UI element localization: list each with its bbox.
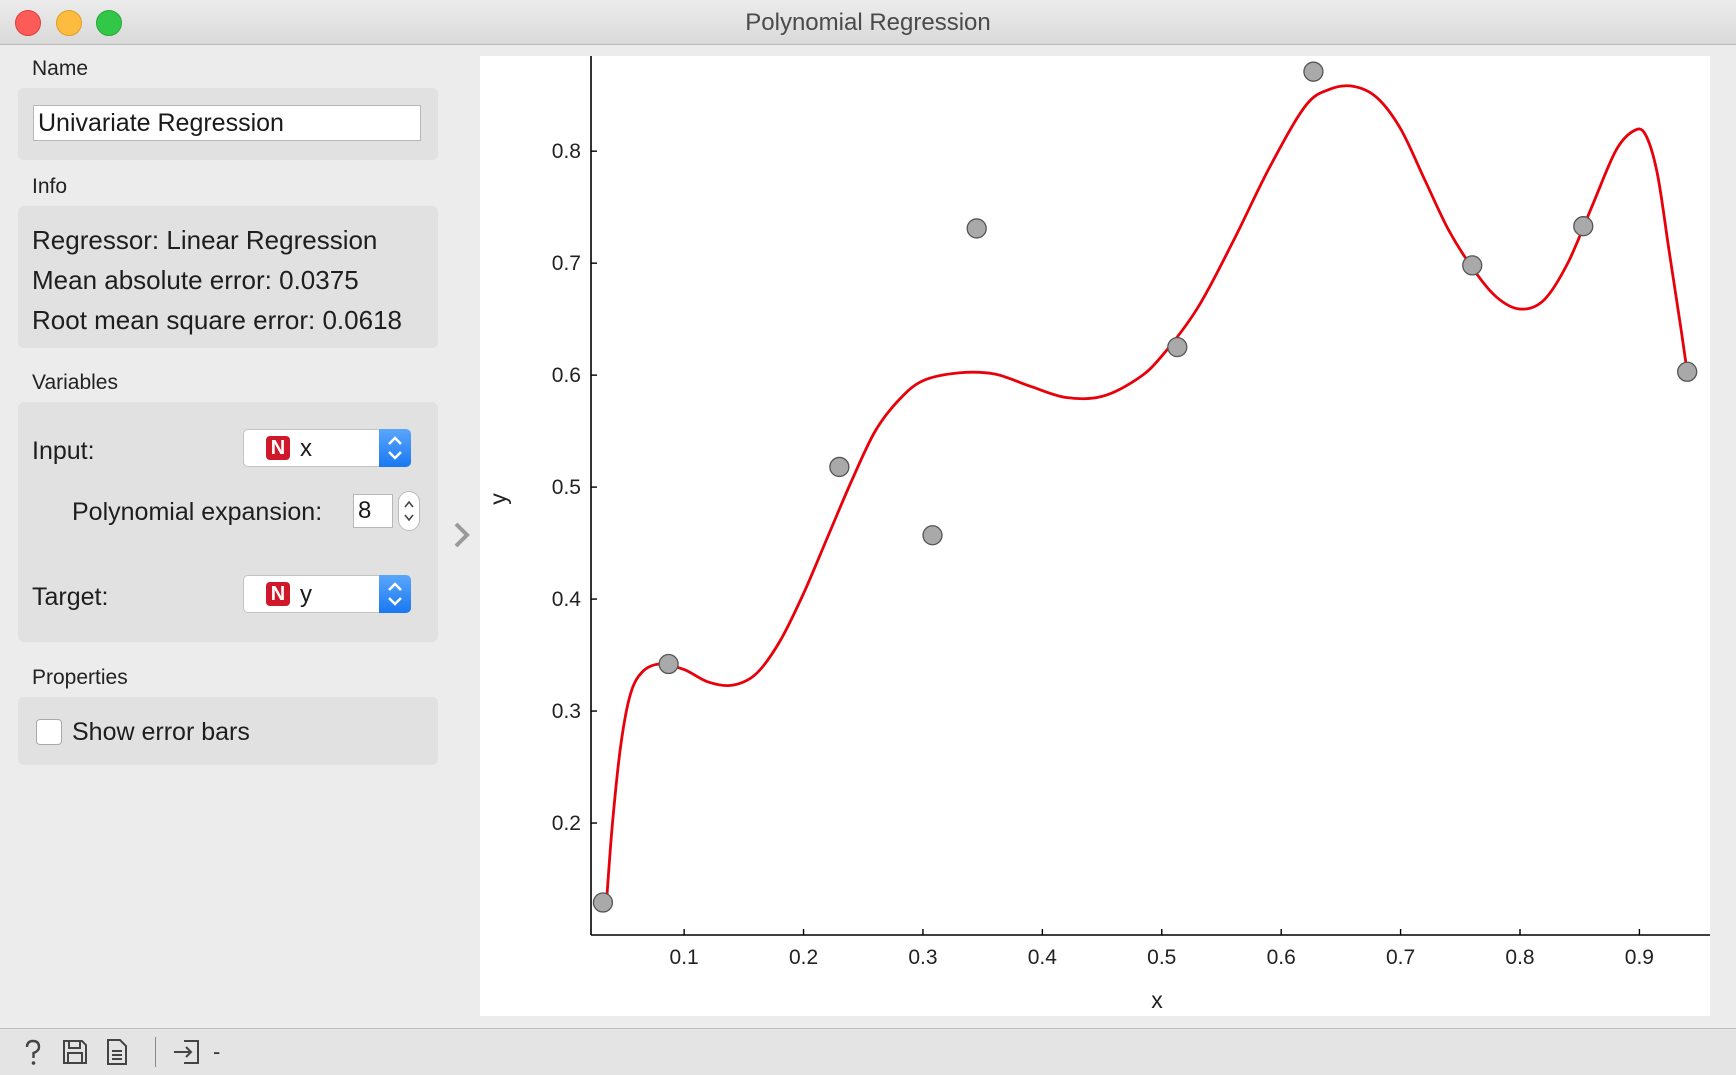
plot-area[interactable]: 0.1 0.2 0.3 0.4 0.5 0.6 0.7 0.8 0.9 0.2 0.3 0.4 0.5 0… [480,56,1723,1016]
input-variable-combo[interactable]: N x [243,429,411,467]
name-input[interactable]: Univariate Regression [33,105,421,141]
save-icon[interactable] [60,1037,90,1067]
x-tick-label: 0.5 [1147,946,1176,969]
y-tick-label: 0.8 [552,140,581,163]
properties-box [18,697,438,765]
polynomial-expansion-label: Polynomial expansion: [72,498,323,526]
data-point [1677,361,1698,382]
data-point [1573,216,1594,237]
x-tick-label: 0.4 [1028,946,1058,969]
polynomial-expansion-input[interactable]: 8 [353,494,393,528]
status-separator [155,1037,156,1067]
x-tick-label: 0.9 [1625,946,1654,969]
y-tick-label: 0.2 [552,812,581,835]
info-section-label: Info [32,175,68,198]
info-mean-absolute-error: Mean absolute error: 0.0375 [32,265,359,295]
y-tick-label: 0.6 [552,364,581,387]
data-point [922,525,943,546]
combo-arrows-icon [379,429,411,467]
regression-fit-curve [605,84,1689,902]
data-point [829,456,850,478]
y-tick-label: 0.4 [552,588,582,611]
zoom-window-button[interactable] [96,10,122,36]
target-label: Target: [32,583,109,611]
x-tick-label: 0.7 [1386,946,1415,969]
info-regressor: Regressor: Linear Regression [32,225,378,255]
status-bar: - [0,1028,1736,1075]
variables-section-label: Variables [32,371,118,394]
input-label: Input: [32,437,95,465]
show-error-bars-label[interactable]: Show error bars [72,718,250,746]
report-icon[interactable] [102,1037,132,1067]
input-summary-text: - [213,1039,221,1064]
show-error-bars-checkbox[interactable] [36,719,62,745]
x-tick-label: 0.8 [1505,946,1534,969]
regression-plot[interactable]: 0.1 0.2 0.3 0.4 0.5 0.6 0.7 0.8 0.9 0.2 0.3 0.4 0.5 0… [480,56,1723,1016]
info-root-mean-square-error: Root mean square error: 0.0618 [32,305,402,335]
x-tick-label: 0.3 [908,946,937,969]
data-point [966,218,987,239]
y-axis-title: y [485,493,511,505]
x-tick-label: 0.6 [1267,946,1296,969]
title-bar: Polynomial Regression [0,0,1736,45]
collapse-panel-chevron-icon[interactable] [452,520,472,550]
help-icon[interactable] [18,1037,48,1067]
data-point [1167,336,1188,358]
combo-arrows-icon [379,575,411,613]
numeric-variable-icon: N [266,582,290,606]
x-tick-label: 0.1 [670,946,699,969]
x-tick-label: 0.2 [789,946,818,969]
y-tick-label: 0.3 [552,700,581,723]
target-variable-value: y [300,581,312,608]
y-tick-label: 0.7 [552,252,581,275]
x-axis-title: x [1151,987,1163,1013]
data-point [658,653,679,675]
plot-marks [592,61,1698,913]
data-point [1462,255,1483,276]
name-section-label: Name [32,57,89,80]
minimize-window-button[interactable] [56,10,82,36]
target-variable-combo[interactable]: N y [243,575,411,613]
info-box [18,206,438,348]
numeric-variable-icon: N [266,436,290,460]
data-point [1303,61,1324,82]
input-signal-icon[interactable] [172,1037,202,1067]
data-point [592,892,614,913]
plot-axes: 0.1 0.2 0.3 0.4 0.5 0.6 0.7 0.8 0.9 0.2 0.3 0.4 0.5 0… [485,56,1723,1013]
window-title: Polynomial Regression [745,9,991,36]
input-variable-value: x [300,435,312,462]
close-window-button[interactable] [15,10,41,36]
properties-section-label: Properties [32,666,128,689]
polynomial-expansion-stepper[interactable] [398,491,420,531]
y-tick-label: 0.5 [552,476,581,499]
